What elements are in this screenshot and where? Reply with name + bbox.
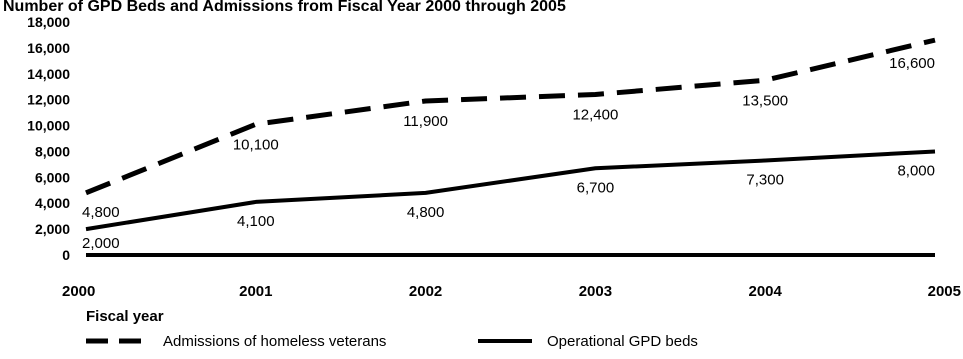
data-label: 11,900 [403, 113, 448, 130]
series-line-admissions [85, 37, 936, 196]
chart-title: Number of GPD Beds and Admissions from F… [3, 0, 566, 15]
y-tick-label: 0 [62, 247, 70, 263]
legend-label: Admissions of homeless veterans [163, 333, 386, 350]
y-tick-label: 4,000 [35, 195, 70, 211]
y-tick-label: 12,000 [27, 92, 70, 108]
data-label: 8,000 [897, 162, 935, 179]
data-label: 16,600 [889, 55, 935, 72]
series-layer [85, 37, 936, 232]
data-label: 4,800 [407, 204, 445, 221]
legend: Admissions of homeless veterans Operation… [86, 333, 698, 350]
data-label: 13,500 [742, 92, 788, 109]
x-tick-label: 2000 [62, 283, 95, 300]
data-label: 6,700 [577, 179, 615, 196]
x-axis-title: Fiscal year [86, 308, 164, 325]
data-label: 12,400 [572, 106, 618, 123]
y-axis: 0 2,000 4,000 6,000 8,000 10,000 12,000 14,000 1… [27, 14, 70, 263]
series-line-beds [85, 149, 936, 232]
x-tick-label: 2001 [239, 283, 272, 300]
data-label: 7,300 [746, 172, 784, 189]
data-label: 2,000 [82, 235, 120, 252]
data-label: 10,100 [233, 136, 279, 153]
y-tick-label: 14,000 [27, 66, 70, 82]
x-tick-label: 2002 [409, 283, 442, 300]
y-tick-label: 2,000 [35, 221, 70, 237]
data-label: 4,100 [237, 213, 275, 230]
x-tick-label: 2003 [579, 283, 612, 300]
y-tick-label: 10,000 [27, 118, 70, 134]
y-tick-label: 18,000 [27, 14, 70, 30]
data-labels: 4,800 10,100 11,900 12,400 13,500 16,600 2,000… [82, 55, 935, 252]
x-tick-label: 2005 [928, 283, 961, 300]
x-axis: 2000 2001 2002 2003 2004 2005 [62, 253, 961, 300]
y-tick-label: 16,000 [27, 40, 70, 56]
x-tick-label: 2004 [749, 283, 783, 300]
y-tick-label: 6,000 [35, 169, 70, 185]
y-tick-label: 8,000 [35, 143, 70, 159]
legend-label: Operational GPD beds [547, 333, 698, 350]
data-label: 4,800 [82, 204, 120, 221]
